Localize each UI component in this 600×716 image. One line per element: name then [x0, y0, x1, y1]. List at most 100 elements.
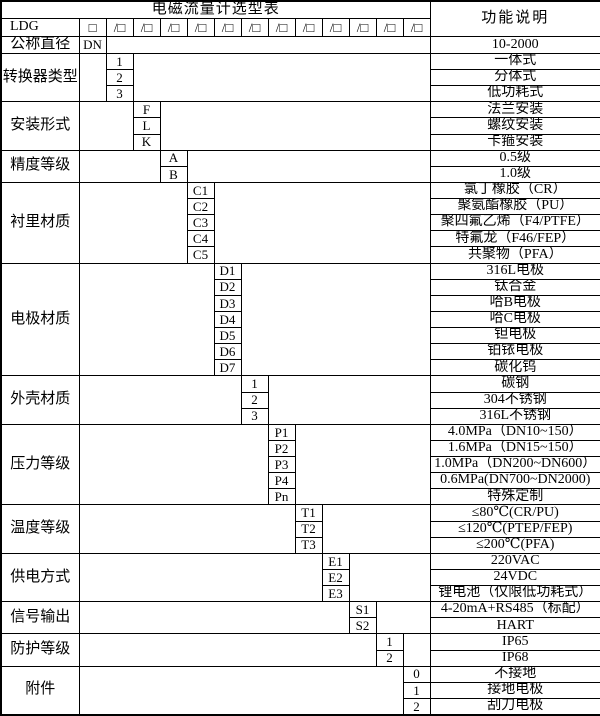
model-slot-box: /□: [132, 17, 161, 38]
function-desc-cell: 螺纹安装: [429, 117, 600, 135]
table-row: 2 刮刀电极: [1, 697, 600, 716]
function-desc-cell: 共聚物（PFA）: [429, 246, 600, 264]
model-code-row: LDG □/□/□/□/□/□/□/□/□/□/□/□/□: [0, 17, 600, 38]
code-cell: T3: [294, 536, 323, 554]
function-desc-cell: 220VAC: [429, 552, 600, 570]
table-row: L 螺纹安装: [1, 117, 600, 135]
table-title: 电磁流量计选型表: [0, 0, 431, 19]
code-cell: 1: [402, 681, 431, 699]
table-row: S2 HART: [1, 617, 600, 635]
code-cell: B: [159, 165, 188, 183]
code-cell: K: [132, 133, 161, 151]
right-filler-cell: [402, 633, 431, 667]
category-label: 衬里材质: [0, 181, 80, 264]
model-slot-box: /□: [375, 17, 404, 38]
code-cell: E1: [321, 552, 350, 570]
table-row: 1 接地电极: [1, 681, 600, 699]
right-filler-cell: [132, 52, 431, 103]
code-cell: D7: [213, 359, 242, 377]
code-cell: D1: [213, 262, 242, 280]
function-desc-cell: 碳钢: [429, 375, 600, 393]
code-cell: 1: [240, 375, 269, 393]
function-desc-cell: 氯丁橡胶（CR）: [429, 181, 600, 200]
code-cell: A: [159, 149, 188, 167]
table-row: 安装形式 F 法兰安装: [0, 101, 600, 151]
category-label: 信号输出: [0, 601, 80, 635]
code-cell: C3: [186, 214, 215, 232]
right-filler-cell: [240, 262, 431, 377]
function-desc-cell: 1.0MPa（DN200~DN600）: [429, 456, 600, 474]
code-cell: D2: [213, 278, 242, 296]
table-row: C2 聚氨酯橡胶（PU）: [1, 198, 600, 216]
model-slot-box: /□: [213, 17, 242, 38]
function-desc-cell: 钛合金: [429, 278, 600, 296]
table-row: D7 碳化钨: [1, 359, 600, 377]
code-cell: DN: [78, 36, 107, 54]
code-cell: P1: [267, 423, 296, 441]
table-row: 防护等级 1 IP65: [0, 633, 600, 667]
function-desc-cell: 低功耗式: [429, 85, 600, 103]
left-filler-cell: [78, 149, 161, 183]
category-label: 转换器类型: [0, 52, 80, 103]
code-cell: 3: [105, 85, 134, 103]
left-filler-cell: [78, 423, 269, 506]
table-row: 电极材质 D1 316L电极: [0, 262, 600, 377]
code-cell: 3: [240, 407, 269, 425]
right-filler-cell: [294, 423, 431, 506]
left-filler-cell: [78, 101, 134, 151]
right-filler-cell: [375, 601, 431, 635]
function-desc-cell: 哈B电极: [429, 294, 600, 312]
right-filler-cell: [267, 375, 431, 425]
left-filler-cell: [78, 665, 404, 716]
function-desc-cell: 0.6MPa(DN700~DN2000): [429, 472, 600, 490]
code-cell: 0: [402, 665, 431, 683]
function-desc-cell: 一体式: [429, 52, 600, 71]
model-slot-box: /□: [159, 17, 188, 38]
function-desc-cell: 0.5级: [429, 149, 600, 167]
table-row: D4 哈C电极: [1, 310, 600, 329]
table-row: 转换器类型 1 一体式: [0, 52, 600, 103]
table-row: 2 IP68: [1, 649, 600, 667]
code-cell: D5: [213, 327, 242, 345]
code-cell: C1: [186, 181, 215, 200]
function-desc-cell: 聚四氟乙烯（F4/PTFE）: [429, 214, 600, 232]
function-desc-cell: 哈C电极: [429, 310, 600, 329]
left-filler-cell: [78, 633, 377, 667]
left-filler-cell: [78, 375, 242, 425]
function-desc-cell: 特氟龙（F46/FEP）: [429, 230, 600, 248]
table-row: E2 24VDC: [1, 568, 600, 587]
function-desc-cell: 锂电池（仅限低功耗式）: [429, 585, 600, 603]
category-label: 防护等级: [0, 633, 80, 667]
code-cell: D4: [213, 310, 242, 329]
model-slot-box: /□: [186, 17, 215, 38]
table-row: 附件 0 不接地: [0, 665, 600, 716]
code-cell: E2: [321, 568, 350, 587]
function-desc-cell: 卡箍安装: [429, 133, 600, 151]
function-desc-cell: 10-2000: [429, 36, 600, 54]
function-desc-cell: 聚氨酯橡胶（PU）: [429, 198, 600, 216]
function-desc-cell: 1.0级: [429, 165, 600, 183]
code-cell: P2: [267, 439, 296, 458]
table-row: K 卡箍安装: [1, 133, 600, 151]
model-slot-box: /□: [348, 17, 377, 38]
function-desc-cell: 特殊定制: [429, 488, 600, 506]
function-desc-cell: 法兰安装: [429, 101, 600, 119]
function-desc-cell: 接地电极: [429, 681, 600, 699]
function-desc-cell: 钽电极: [429, 327, 600, 345]
function-desc-cell: 不接地: [429, 665, 600, 683]
category-label: 供电方式: [0, 552, 80, 603]
code-cell: 1: [105, 52, 134, 71]
table-row: 衬里材质 C1 氯丁橡胶（CR）: [0, 181, 600, 264]
model-slot-box: /□: [294, 17, 323, 38]
category-label: 压力等级: [0, 423, 80, 506]
code-cell: T1: [294, 504, 323, 522]
function-desc-header: 功能说明: [429, 0, 600, 38]
code-cell: C2: [186, 198, 215, 216]
table-row: 温度等级 T1 ≤80℃(CR/PU): [0, 504, 600, 554]
code-cell: L: [132, 117, 161, 135]
table-row: 精度等级 A 0.5级: [0, 149, 600, 183]
table-row: D6 铂铱电极: [1, 343, 600, 361]
code-cell: 2: [240, 391, 269, 409]
